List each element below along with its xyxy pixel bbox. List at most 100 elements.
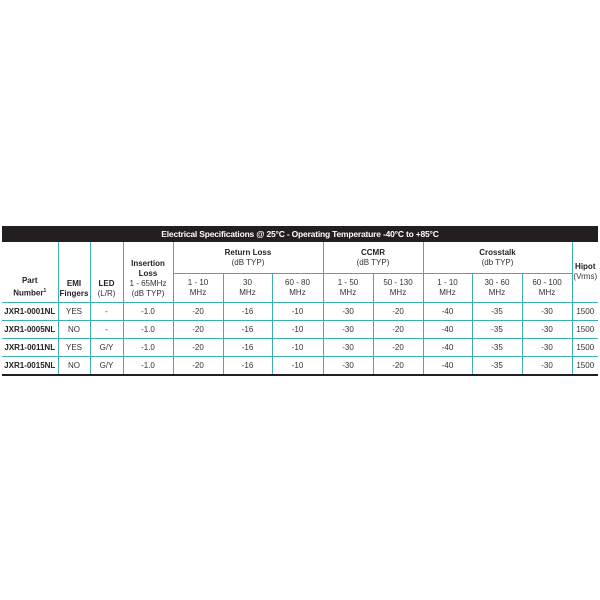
header-text: LED <box>98 279 115 288</box>
table-row: JXR1-0015NL NO G/Y -1.0 -20 -16 -10 -30 -20 -40 -3… <box>2 356 599 376</box>
table-title: Electrical Specifications @ 25°C - Opera… <box>2 226 598 242</box>
table-row: JXR1-0011NL YES G/Y -1.0 -20 -16 -10 -30 -20 -40-… <box>2 338 599 357</box>
table-cell: -1.0 <box>122 338 174 357</box>
header-text: MHz <box>488 288 506 297</box>
table-body: JXR1-0001NL YES - -1.0 -20 -16 -10 -30 -20 -40 -35… <box>2 302 599 376</box>
header-text: 50 - 130 <box>383 278 413 287</box>
header-text: Return Loss <box>224 247 272 257</box>
table-cell: -20 <box>372 302 424 321</box>
header-xt-60-100: 60 - 100 MHz <box>521 273 573 303</box>
table-cell: G/Y <box>89 338 124 357</box>
part-number-cell: JXR1-0015NL <box>2 356 59 376</box>
table-cell: -40 <box>422 302 473 321</box>
header-text: 60 - 100 <box>532 278 562 287</box>
header-text: 1 - 65MHz <box>129 279 167 288</box>
header-text: MHz <box>289 288 306 297</box>
header-text: (dB TYP) <box>356 257 390 267</box>
table-cell: NO <box>57 356 91 376</box>
table-cell: -16 <box>222 302 273 321</box>
table-cell: -30 <box>521 302 573 321</box>
header-text: 30 - 60 <box>484 278 510 287</box>
table-cell: -16 <box>222 320 273 339</box>
header-rl-1-10: 1 - 10 MHz <box>173 273 224 303</box>
header-text: Fingers <box>59 289 89 298</box>
header-text: MHz <box>339 288 357 297</box>
table-cell: -1.0 <box>122 356 174 376</box>
table-cell: -10 <box>271 338 324 357</box>
header-text: EMI <box>66 279 82 288</box>
header-text: 1 - 10 <box>437 278 458 287</box>
header-text: Hipot <box>575 262 596 271</box>
table-cell: -35 <box>471 338 523 357</box>
header-text: 60 - 80 <box>285 278 310 287</box>
header-insertion-loss: Insertion Loss 1 - 65MHz (dB TYP) <box>122 242 174 303</box>
part-number-cell: JXR1-0005NL <box>2 320 59 339</box>
spec-table-wrapper: Electrical Specifications @ 25°C - Opera… <box>2 226 599 376</box>
table-cell: -1.0 <box>122 320 174 339</box>
table-cell: -20 <box>172 320 224 339</box>
table-row: JXR1-0001NL YES - -1.0 -20 -16 -10 -30 -20 -40 -35… <box>2 302 599 321</box>
header-text: (dB TYP) <box>131 289 165 298</box>
part-number-cell: JXR1-0001NL <box>2 302 59 321</box>
header-text: 30 <box>243 278 252 287</box>
table-cell: 1500 <box>571 302 599 321</box>
table-cell: -30 <box>521 338 573 357</box>
table-cell: YES <box>57 338 91 357</box>
header-ccmr: CCMR (dB TYP) <box>322 242 424 274</box>
header-text: 1 - 10 <box>187 278 209 287</box>
header-xt-30-60: 30 - 60 MHz <box>471 273 523 303</box>
table-cell: - <box>89 320 124 339</box>
header-return-loss: Return Loss (dB TYP) <box>172 242 324 274</box>
header-text: MHz <box>189 288 207 297</box>
header-text: 1 - 50 <box>337 278 359 287</box>
header-text: MHz <box>239 288 256 297</box>
table-cell: -40 <box>422 356 473 376</box>
header-ccmr-1-50: 1 - 50 MHz <box>322 273 374 303</box>
table-cell: -10 <box>271 302 324 321</box>
table-cell: -30 <box>322 338 374 357</box>
table-cell: -40 <box>422 338 473 357</box>
table-cell: -20 <box>172 356 224 376</box>
header-rl-60-80: 60 - 80 MHz <box>271 273 324 303</box>
header-text: Number <box>13 289 44 298</box>
footnote-marker: 1 <box>43 288 47 295</box>
part-number-cell: JXR1-0011NL <box>2 338 59 357</box>
table-row: JXR1-0005NL NO - -1.0 -20 -16 -10 -30 -20 -40 -35-… <box>2 320 599 339</box>
table-cell: -1.0 <box>122 302 174 321</box>
table-cell: G/Y <box>89 356 124 376</box>
table-cell: -16 <box>222 338 273 357</box>
table-cell: -20 <box>172 302 224 321</box>
table-cell: -20 <box>172 338 224 357</box>
table-cell: 1500 <box>571 356 599 376</box>
table-cell: -30 <box>521 320 573 339</box>
header-crosstalk: Crosstalk (db TYP) <box>422 242 573 274</box>
header-text: (L/R) <box>97 289 116 298</box>
table-cell: -40 <box>422 320 473 339</box>
table-cell: -35 <box>471 356 523 376</box>
table-cell: -30 <box>322 320 374 339</box>
table-cell: -20 <box>372 338 424 357</box>
header-text: MHz <box>389 288 407 297</box>
electrical-spec-table: Part Number1 EMI Fingers LED (L/R) Insertio… <box>2 242 599 376</box>
header-text: (db TYP) <box>481 257 514 267</box>
table-cell: -10 <box>271 320 324 339</box>
header-text: (dB TYP) <box>231 257 265 267</box>
header-rl-30: 30 MHz <box>222 273 273 303</box>
header-text: (Vrms) <box>573 272 598 281</box>
header-xt-1-10: 1 - 10 MHz <box>422 273 473 303</box>
table-cell: -30 <box>322 302 374 321</box>
table-cell: -10 <box>271 356 324 376</box>
header-led: LED (L/R) <box>89 242 124 303</box>
table-cell: NO <box>57 320 91 339</box>
table-cell: -16 <box>222 356 273 376</box>
header-emi-fingers: EMI Fingers <box>57 242 91 303</box>
header-text: MHz <box>439 288 456 297</box>
header-text: Crosstalk <box>479 247 516 257</box>
table-cell: -30 <box>521 356 573 376</box>
table-cell: -30 <box>322 356 374 376</box>
header-ccmr-50-130: 50 - 130 MHz <box>372 273 424 303</box>
header-text: Loss <box>138 269 158 278</box>
table-cell: YES <box>57 302 91 321</box>
table-cell: -20 <box>372 320 424 339</box>
table-cell: -20 <box>372 356 424 376</box>
